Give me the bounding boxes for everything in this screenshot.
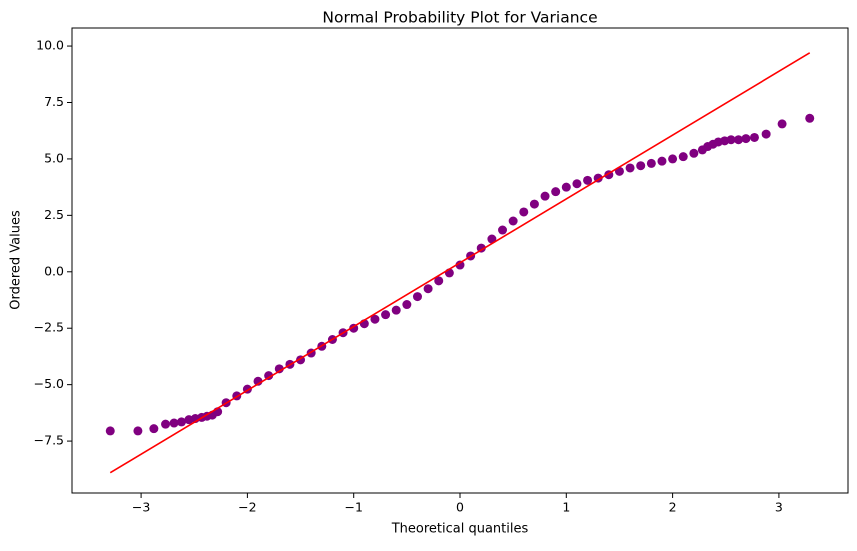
data-point (274, 364, 284, 374)
y-tick-label: 2.5 (44, 207, 64, 222)
data-point (646, 158, 656, 168)
y-tick-label: 10.0 (36, 38, 64, 53)
data-point (264, 371, 274, 381)
data-point (805, 113, 815, 123)
data-point (370, 314, 380, 324)
data-point (726, 135, 736, 145)
x-tick-label: 3 (775, 500, 783, 515)
data-point (636, 161, 646, 171)
data-point (455, 260, 465, 270)
data-point (402, 300, 412, 310)
data-point (777, 119, 787, 129)
data-point (434, 276, 444, 286)
x-tick-label: −2 (238, 500, 256, 515)
y-tick-label: 7.5 (44, 94, 64, 109)
data-point (498, 225, 508, 235)
fit-line (109, 52, 811, 474)
data-point (761, 129, 771, 139)
data-point (176, 417, 186, 427)
chart-title: Normal Probability Plot for Variance (322, 9, 597, 27)
data-point (689, 148, 699, 158)
data-point (741, 134, 751, 144)
data-point (572, 179, 582, 189)
data-point (540, 191, 550, 201)
plot-area (105, 52, 815, 474)
data-point (391, 305, 401, 315)
data-point (133, 426, 143, 436)
data-point (105, 426, 115, 436)
y-tick-label: 0.0 (44, 263, 64, 278)
y-tick-label: −2.5 (34, 320, 64, 335)
data-point (487, 234, 497, 244)
data-point (668, 154, 678, 164)
y-tick-label: 5.0 (44, 150, 64, 165)
data-point (476, 243, 486, 253)
x-tick-label: 1 (562, 500, 570, 515)
data-point (508, 216, 518, 226)
x-tick-label: 2 (669, 500, 677, 515)
y-tick-label: −7.5 (34, 433, 64, 448)
y-axis-label: Ordered Values (9, 210, 24, 310)
x-tick-label: −1 (344, 500, 362, 515)
data-point (169, 418, 179, 428)
data-point (583, 175, 593, 185)
y-tick-label: −5.0 (34, 376, 64, 391)
data-point (625, 163, 635, 173)
data-point (657, 156, 667, 166)
data-point (381, 310, 391, 320)
data-point (551, 187, 561, 197)
data-point (734, 135, 744, 145)
data-point (749, 132, 759, 142)
data-point (149, 424, 159, 434)
data-point (561, 182, 571, 192)
x-axis-label: Theoretical quantiles (391, 522, 529, 537)
data-point (423, 284, 433, 294)
data-point (161, 419, 171, 429)
data-point (412, 292, 422, 302)
x-tick-label: 0 (456, 500, 464, 515)
data-point (529, 199, 539, 209)
x-tick-label: −3 (132, 500, 150, 515)
data-point (678, 152, 688, 162)
data-point (519, 207, 529, 217)
